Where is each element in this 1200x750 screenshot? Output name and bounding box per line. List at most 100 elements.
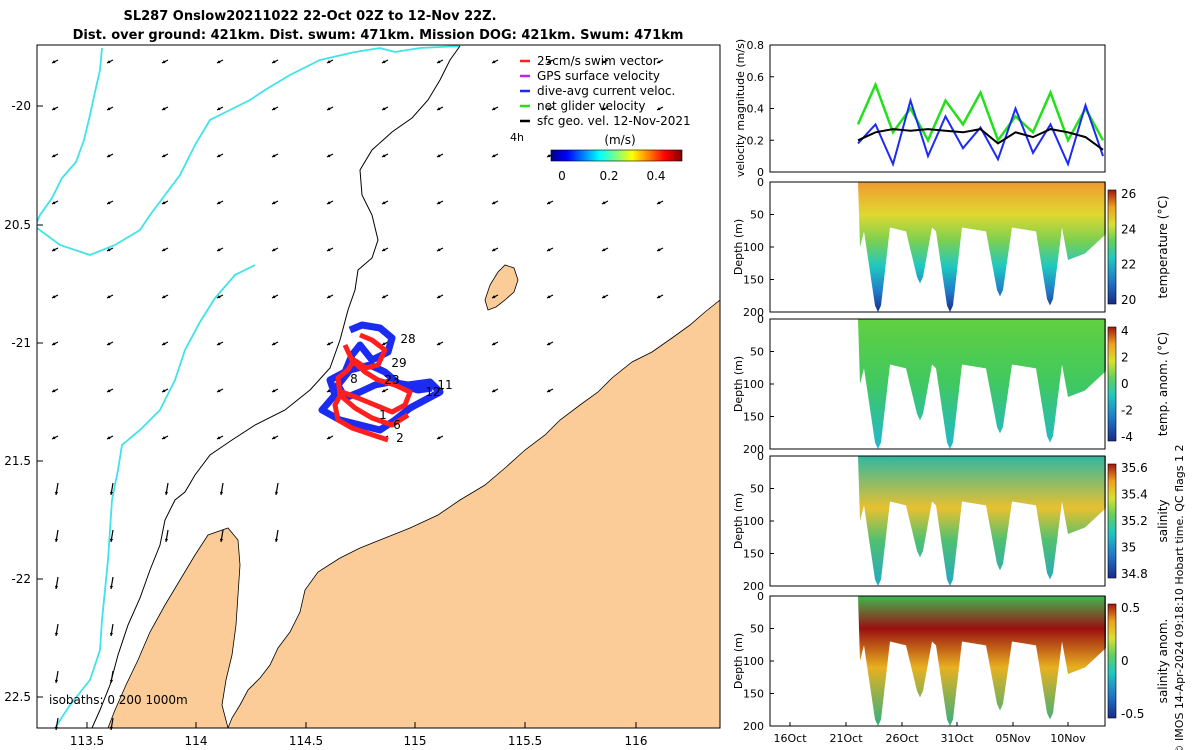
map-ytick-label: 21.5 [4, 454, 31, 468]
colorbar-tick-label: 0 [1121, 377, 1129, 391]
time-series-panels: 0 0.2 0.4 0.6 0.8 velocity magnitude (m/s) 0… [732, 39, 1186, 750]
velocity-arrowhead [272, 60, 276, 64]
interval-label: 4h [510, 131, 524, 144]
velocity-arrowhead [107, 342, 111, 346]
velocity-arrowhead [109, 538, 114, 542]
velocity-ytick: 0.6 [747, 71, 765, 84]
velocity-arrowhead [547, 201, 551, 205]
velocity-arrowhead [272, 154, 276, 158]
velocity-arrowhead [547, 60, 551, 64]
velocity-arrowhead [272, 295, 276, 299]
velocity-arrowhead [107, 248, 111, 252]
velocity-arrowhead [52, 389, 56, 393]
land-mainland [107, 299, 720, 728]
depth-tick: 200 [743, 306, 764, 319]
velocity-arrowhead [602, 248, 606, 252]
imos-footer: © IMOS 14-Apr-2024 09:18:10 Hobart time.… [1173, 445, 1186, 750]
velocity-arrowhead [109, 491, 114, 495]
velocity-arrowhead [219, 491, 224, 495]
colorbar-tick-label: 34.8 [1121, 567, 1148, 581]
velocity-arrowhead [109, 679, 114, 683]
section-data-field [858, 456, 1106, 586]
velocity-arrowhead [107, 107, 111, 111]
map-ytick-label: 20.5 [4, 218, 31, 232]
track-day-label: 28 [400, 332, 415, 346]
colorbar-label: salinity anom. [1156, 619, 1170, 704]
depth-tick: 200 [743, 443, 764, 456]
velocity-arrowhead [437, 248, 441, 252]
isobath-1000m [37, 45, 461, 256]
map-xtick-label: 115 [404, 734, 427, 748]
velocity-arrowhead [162, 248, 166, 252]
velocity-arrowhead [162, 342, 166, 346]
section-panel-sal_anom: 0 50 100 150 200 Depth (m) 0.5 0 -0.5 salinity an… [732, 590, 1170, 733]
time-xtick-label: 16Oct [773, 732, 807, 745]
depth-ylabel: Depth (m) [732, 356, 745, 412]
velocity-arrowhead [54, 538, 59, 542]
depth-tick: 100 [743, 241, 764, 254]
velocity-arrowhead [327, 342, 331, 346]
colorbar-tick-label: 35.2 [1121, 514, 1148, 528]
colorbar-tick-label: -4 [1121, 430, 1133, 444]
velocity-arrowhead [492, 248, 496, 252]
velocity-arrowhead [327, 201, 331, 205]
colorbar-tick-label: 4 [1121, 324, 1129, 338]
velocity-arrowhead [492, 60, 496, 64]
velocity-arrowhead [217, 295, 221, 299]
map-axes [36, 44, 721, 729]
velocity-arrowhead [107, 436, 111, 440]
velocity-arrowhead [52, 154, 56, 158]
velocity-arrowhead [164, 538, 169, 542]
velocity-arrowhead [437, 60, 441, 64]
velocity-arrowhead [162, 201, 166, 205]
section-data-field [858, 596, 1106, 726]
map-ytick-label: -22 [11, 572, 31, 586]
colorbar-tick-label: -2 [1121, 404, 1133, 418]
velocity-arrowhead [217, 248, 221, 252]
velocity-arrowhead [272, 436, 276, 440]
track-red [332, 332, 413, 443]
velocity-ytick: 0.8 [747, 39, 765, 52]
colorbar-tick-label: 20 [1121, 293, 1136, 307]
depth-tick: 0 [757, 450, 764, 463]
speed-colorbar [550, 149, 683, 162]
velocity-arrowhead [162, 295, 166, 299]
depth-ylabel: Depth (m) [732, 219, 745, 275]
colorbar-tick-label: 2 [1121, 351, 1129, 365]
colorbar-tick-label: 35.6 [1121, 461, 1148, 475]
map-ytick-label: -20 [11, 99, 31, 113]
velocity-arrowhead [547, 107, 551, 111]
velocity-arrowhead [382, 154, 386, 158]
velocity-arrowhead [327, 389, 331, 393]
map-xtick-label: 113.5 [70, 734, 104, 748]
time-xtick-label: 21Oct [829, 732, 863, 745]
velocity-arrowhead [602, 107, 606, 111]
colorbar-label: temperature (°C) [1156, 196, 1170, 299]
section-panel-salinity: 0 50 100 150 200 Depth (m) 35.6 35.4 35.2 35 34.8 s… [732, 450, 1170, 593]
map-xtick-label: 116 [625, 734, 648, 748]
velocity-arrowhead [52, 342, 56, 346]
section-data-field [858, 319, 1106, 449]
colorbar-tick-label: 0.5 [1121, 601, 1140, 615]
velocity-ylabel: velocity magnitude (m/s) [734, 39, 747, 177]
velocity-arrowhead [217, 154, 221, 158]
velocity-arrowhead [437, 342, 441, 346]
section-colorbar [1107, 326, 1117, 442]
velocity-arrowhead [327, 107, 331, 111]
map-panel: SL287 Onslow20211022 22-Oct 02Z to 12-No… [4, 9, 721, 748]
velocity-arrowhead [437, 295, 441, 299]
velocity-ytick: 0.4 [747, 103, 765, 116]
depth-tick: 100 [743, 515, 764, 528]
velocity-arrowhead [52, 107, 56, 111]
velocity-arrowhead [382, 201, 386, 205]
colorbar-tick-label: 24 [1121, 222, 1136, 236]
map-ytick-label: 22.5 [4, 690, 31, 704]
velocity-arrowhead [492, 342, 496, 346]
velocity-arrowhead [52, 436, 56, 440]
colorbar-tick-label: 35 [1121, 541, 1136, 555]
velocity-arrowhead [327, 60, 331, 64]
velocity-arrowhead [547, 342, 551, 346]
velocity-arrowhead [274, 538, 279, 542]
colorbar-tick-label: 0 [1121, 654, 1129, 668]
